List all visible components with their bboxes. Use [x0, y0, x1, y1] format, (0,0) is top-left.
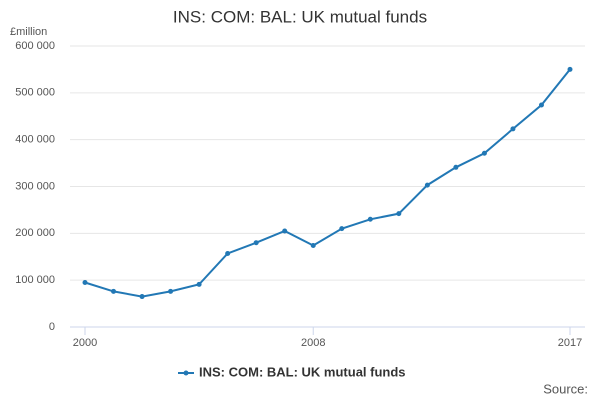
legend-label: INS: COM: BAL: UK mutual funds — [199, 364, 406, 379]
data-point — [367, 216, 373, 222]
data-point — [396, 211, 402, 217]
y-tick-label: 500 000 — [15, 87, 55, 99]
legend-marker — [183, 370, 189, 376]
data-point — [253, 240, 259, 246]
data-point — [510, 126, 516, 132]
y-tick-label: 100 000 — [15, 274, 55, 286]
data-point — [111, 288, 117, 294]
data-point — [424, 182, 430, 188]
chart-title: INS: COM: BAL: UK mutual funds — [173, 7, 427, 26]
x-tick-label: 2000 — [73, 337, 97, 349]
data-point — [82, 280, 88, 286]
y-tick-label: 400 000 — [15, 134, 55, 146]
y-tick-label: 200 000 — [15, 227, 55, 239]
data-point — [139, 294, 145, 300]
y-unit: £million — [10, 26, 47, 38]
data-point — [339, 226, 345, 232]
data-point — [310, 243, 316, 249]
y-tick-label: 0 — [49, 321, 55, 333]
x-tick-label: 2008 — [301, 337, 325, 349]
data-point — [453, 164, 459, 170]
data-point — [168, 288, 174, 294]
x-tick-label: 2017 — [558, 337, 582, 349]
data-point — [538, 102, 544, 108]
data-point — [225, 250, 231, 256]
data-line — [84, 68, 571, 298]
source: Source: — [543, 381, 588, 396]
y-tick-label: 600 000 — [15, 40, 55, 52]
data-point — [282, 228, 288, 234]
data-point — [196, 281, 202, 287]
data-point — [567, 66, 573, 72]
data-point — [481, 150, 487, 156]
y-tick-label: 300 000 — [15, 180, 55, 192]
